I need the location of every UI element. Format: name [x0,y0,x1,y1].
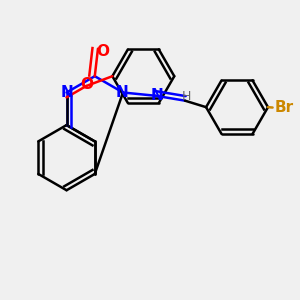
Text: H: H [182,89,191,103]
Text: N: N [151,88,164,103]
Text: N: N [116,85,129,100]
Text: O: O [80,76,93,92]
Text: Br: Br [275,100,294,116]
Text: O: O [96,44,110,59]
Text: N: N [61,85,74,100]
